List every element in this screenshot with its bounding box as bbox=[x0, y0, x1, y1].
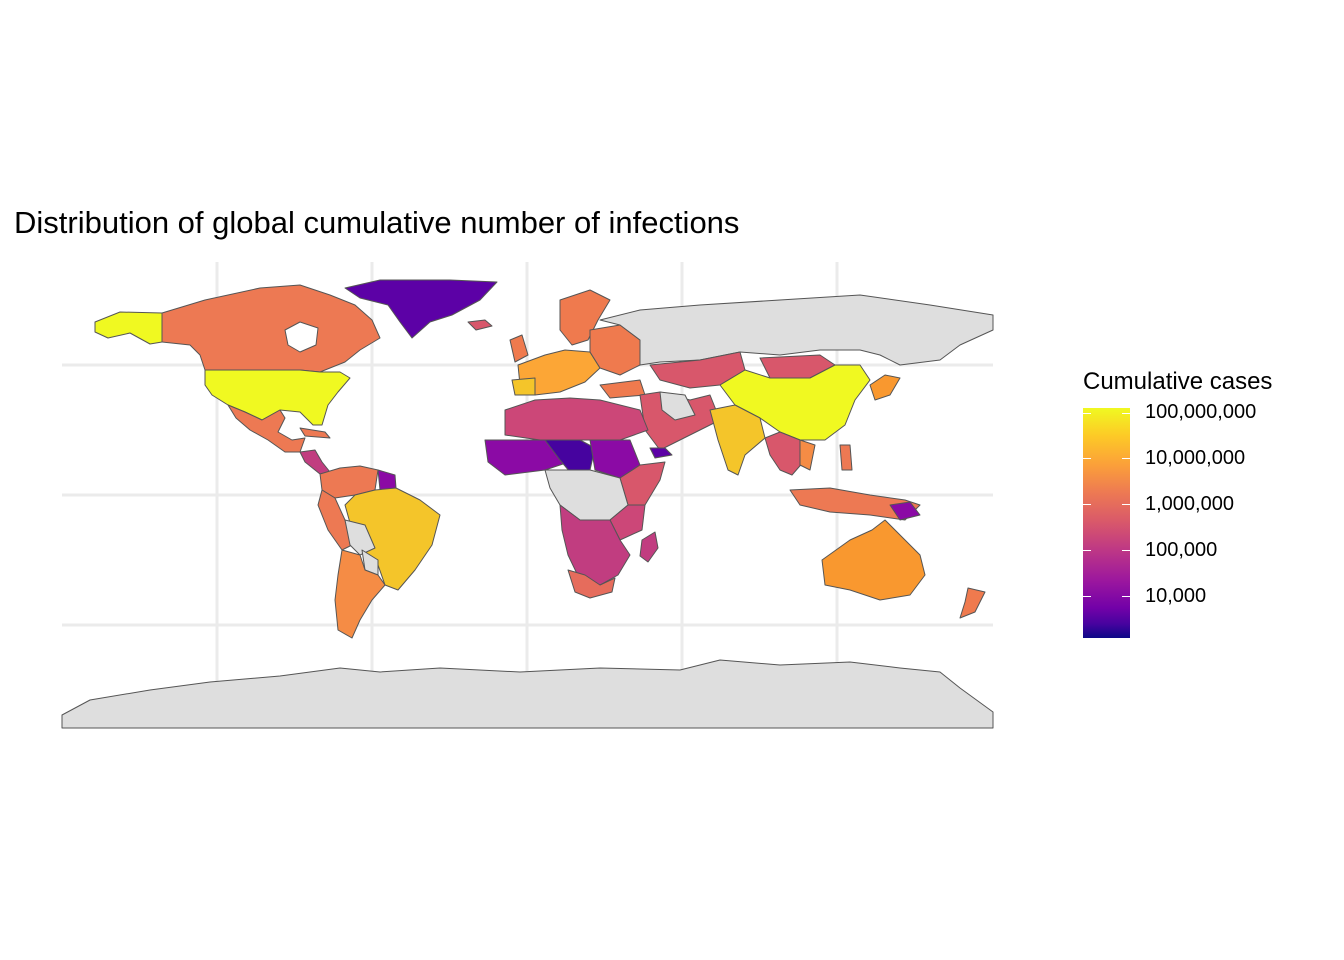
region-antarctica bbox=[61, 659, 994, 729]
legend-tick bbox=[1122, 550, 1130, 551]
region-mexico bbox=[227, 404, 306, 453]
region-korea-japan bbox=[869, 374, 901, 401]
region-papua bbox=[889, 501, 921, 521]
region-turkey bbox=[599, 379, 646, 399]
region-australia bbox=[821, 519, 926, 601]
legend-tick bbox=[1083, 413, 1091, 414]
region-uk bbox=[509, 334, 529, 363]
legend-colorbar bbox=[1083, 408, 1130, 638]
legend-tick bbox=[1083, 458, 1091, 459]
region-canada bbox=[161, 284, 381, 373]
region-south-africa bbox=[567, 569, 616, 599]
legend-label-1m: 1,000,000 bbox=[1145, 493, 1234, 515]
legend-tick bbox=[1122, 458, 1130, 459]
legend-label-100k: 100,000 bbox=[1145, 539, 1218, 561]
legend-tick bbox=[1122, 413, 1130, 414]
legend-tick bbox=[1083, 550, 1091, 551]
region-southern-africa bbox=[559, 504, 631, 586]
region-russia bbox=[599, 294, 994, 366]
region-north-africa bbox=[504, 397, 649, 441]
region-bolivia bbox=[344, 519, 376, 556]
region-yemen bbox=[649, 447, 673, 459]
legend-tick bbox=[1083, 504, 1091, 505]
region-southeast-asia bbox=[764, 431, 806, 476]
legend-tick bbox=[1083, 596, 1091, 597]
region-argentina-chile bbox=[334, 549, 386, 639]
region-greenland bbox=[344, 279, 498, 339]
region-usa bbox=[204, 369, 351, 426]
region-madagascar bbox=[639, 531, 659, 563]
region-central-africa bbox=[544, 469, 629, 521]
legend-label-10k: 10,000 bbox=[1145, 585, 1207, 607]
region-guianas bbox=[377, 469, 397, 491]
map-title: Distribution of global cumulative number… bbox=[14, 205, 740, 240]
legend-label-100m: 100,000,000 bbox=[1145, 401, 1257, 423]
region-peru bbox=[317, 489, 353, 551]
region-central-america bbox=[299, 449, 331, 475]
region-vietnam bbox=[799, 439, 816, 471]
region-new-zealand bbox=[959, 587, 986, 619]
legend-label-10m: 10,000,000 bbox=[1145, 447, 1246, 469]
countries bbox=[61, 279, 994, 729]
region-china bbox=[719, 364, 871, 441]
region-iceland bbox=[467, 319, 493, 331]
region-spain bbox=[511, 377, 536, 396]
region-alaska bbox=[94, 311, 163, 345]
region-philippines bbox=[839, 444, 853, 471]
region-cuba bbox=[299, 427, 331, 439]
legend-tick bbox=[1122, 504, 1130, 505]
legend-title: Cumulative cases bbox=[1083, 368, 1273, 395]
region-iran bbox=[659, 391, 696, 421]
legend-tick bbox=[1122, 596, 1130, 597]
region-hudson-bay bbox=[284, 321, 319, 353]
region-india bbox=[709, 404, 766, 476]
